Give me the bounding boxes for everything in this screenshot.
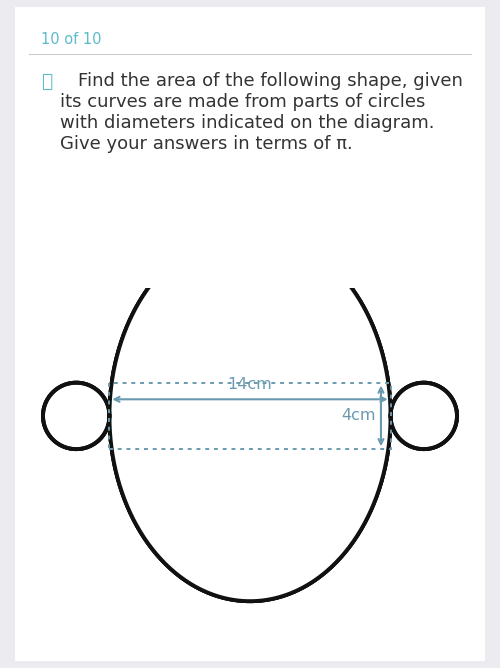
- Text: its curves are made from parts of circles: its curves are made from parts of circle…: [60, 93, 425, 111]
- Text: 10 of 10: 10 of 10: [41, 31, 102, 47]
- Text: with diameters indicated on the diagram.: with diameters indicated on the diagram.: [60, 114, 434, 132]
- Text: Find the area of the following shape, given: Find the area of the following shape, gi…: [78, 72, 464, 90]
- Bar: [110, 383, 390, 449]
- Text: Give your answers in terms of π.: Give your answers in terms of π.: [60, 135, 352, 153]
- Circle shape: [390, 383, 457, 449]
- Ellipse shape: [110, 230, 390, 601]
- Text: ⓘ: ⓘ: [41, 72, 52, 91]
- Text: 4cm: 4cm: [342, 408, 376, 424]
- Circle shape: [43, 383, 110, 449]
- Ellipse shape: [110, 230, 390, 601]
- FancyBboxPatch shape: [4, 0, 497, 668]
- Text: 14cm: 14cm: [228, 377, 272, 391]
